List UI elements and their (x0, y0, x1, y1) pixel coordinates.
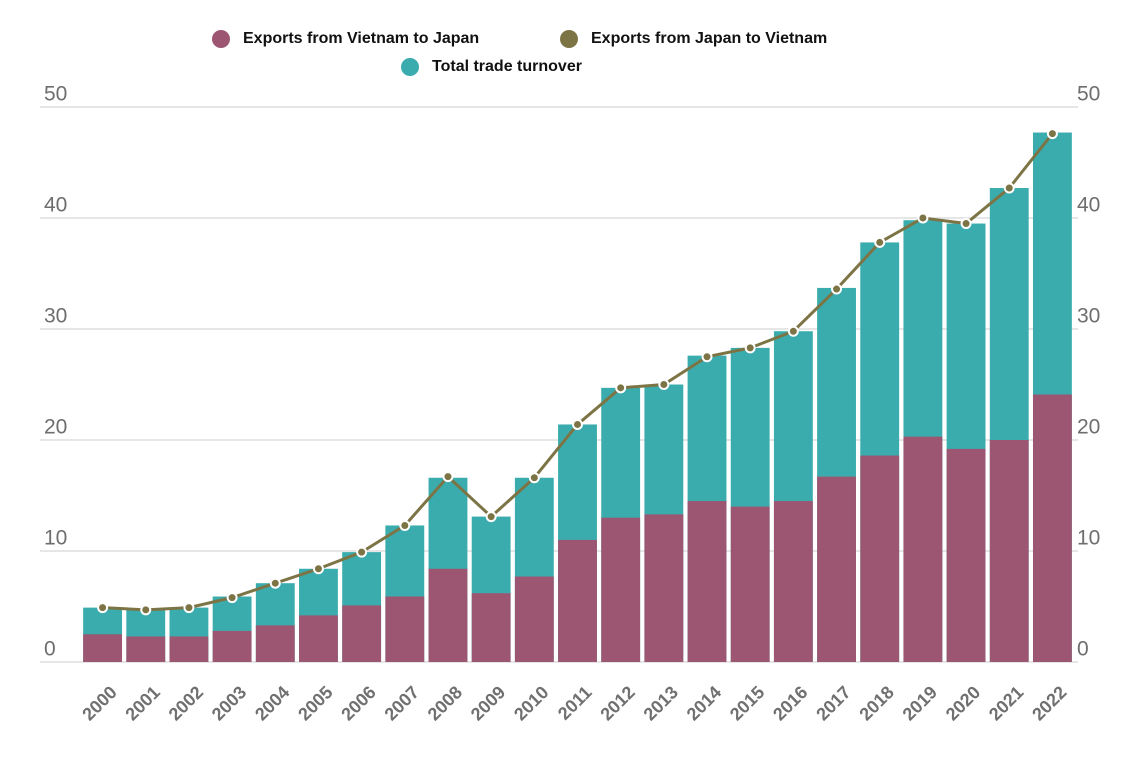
line-point (658, 379, 670, 390)
line-point (701, 351, 713, 363)
line-point (485, 511, 497, 523)
y2-tick-label: 30 (1077, 305, 1100, 328)
x-tick-label: 2016 (769, 682, 811, 724)
line-point (528, 472, 540, 484)
line-point (744, 342, 756, 354)
legend-label: Total trade turnover (432, 58, 582, 75)
line-point (97, 602, 109, 614)
x-tick-label: 2004 (251, 682, 293, 724)
y-tick-label: 10 (44, 527, 67, 550)
line-point (356, 546, 368, 558)
x-tick-label: 2007 (381, 682, 423, 724)
y-tick-label: 40 (44, 194, 67, 217)
line-point (140, 604, 152, 616)
bar (83, 634, 123, 662)
bar (255, 625, 295, 662)
legend-marker (560, 30, 578, 48)
line-point (1046, 128, 1058, 140)
x-tick-label: 2006 (337, 682, 379, 724)
bar (471, 593, 511, 662)
x-tick-label: 2002 (165, 682, 207, 724)
bar (299, 615, 338, 662)
y2-tick-label: 20 (1077, 416, 1100, 439)
y2-tick-label: 50 (1077, 83, 1100, 106)
x-tick-label: 2000 (78, 682, 120, 724)
bar (342, 605, 382, 662)
x-tick-label: 2010 (510, 682, 552, 724)
x-tick-label: 2022 (1028, 682, 1070, 724)
line-point (960, 218, 972, 230)
y2-tick-label: 0 (1077, 638, 1089, 661)
line-point (442, 471, 454, 483)
legend-marker (212, 30, 230, 48)
y2-tick-label: 40 (1077, 194, 1100, 217)
bar (126, 636, 166, 662)
line-point (917, 212, 929, 224)
y-tick-label: 20 (44, 416, 67, 439)
legend-marker (401, 58, 419, 76)
x-tick-label: 2003 (208, 682, 250, 724)
bar (601, 517, 641, 662)
bar (860, 455, 900, 662)
bar (644, 514, 684, 662)
bar (428, 568, 468, 662)
bar (385, 596, 425, 662)
bar (817, 476, 856, 662)
x-tick-label: 2012 (596, 682, 638, 724)
x-tick-label: 2008 (424, 682, 466, 724)
bar (903, 436, 943, 662)
x-tick-label: 2018 (855, 682, 897, 724)
line-point (572, 418, 583, 430)
x-tick-label: 2011 (554, 682, 596, 724)
x-tick-label: 2001 (121, 682, 163, 724)
line-point (226, 592, 238, 604)
x-tick-label: 2017 (812, 682, 854, 724)
bar (687, 501, 727, 662)
legend-label: Exports from Vietnam to Japan (243, 30, 479, 47)
y-tick-label: 50 (44, 83, 67, 106)
bar (1032, 394, 1072, 662)
y-tick-label: 30 (44, 305, 67, 328)
bar (946, 448, 986, 662)
x-tick-label: 2014 (683, 682, 725, 724)
x-tick-label: 2020 (942, 682, 984, 724)
line-point (615, 382, 627, 394)
line-point (312, 563, 324, 575)
bar (514, 576, 554, 662)
x-tick-label: 2005 (294, 682, 336, 724)
line-point (269, 577, 281, 589)
line-point (1003, 182, 1015, 194)
line-point (874, 236, 886, 248)
bar (730, 506, 770, 662)
line-point (787, 325, 799, 337)
bar (773, 501, 813, 662)
x-tick-label: 2013 (640, 682, 682, 724)
x-tick-label: 2019 (899, 682, 941, 724)
line-point (831, 283, 843, 295)
y2-tick-label: 10 (1077, 527, 1100, 550)
legend-label: Exports from Japan to Vietnam (591, 30, 827, 47)
bar (169, 636, 209, 662)
y-tick-label: 0 (44, 638, 56, 661)
x-tick-label: 2015 (726, 682, 768, 724)
x-tick-label: 2021 (985, 682, 1027, 724)
line-point (183, 602, 195, 614)
bar (989, 440, 1029, 662)
bar (558, 539, 597, 662)
line-point (399, 519, 411, 531)
x-tick-label: 2009 (467, 682, 509, 724)
bar (212, 630, 252, 662)
